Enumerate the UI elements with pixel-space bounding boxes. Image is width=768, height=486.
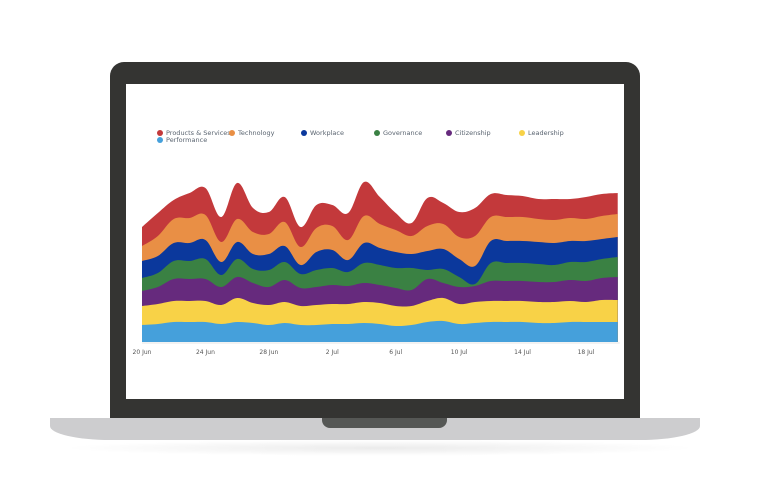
laptop-shadow <box>60 440 700 456</box>
legend-dot-icon <box>446 130 452 136</box>
legend-label: Governance <box>383 129 423 137</box>
x-tick-label: 18 Jul <box>578 349 595 356</box>
x-tick-label: 24 Jun <box>196 349 215 356</box>
area-performance <box>142 320 618 342</box>
x-tick-label: 14 Jul <box>514 349 531 356</box>
x-tick-label: 10 Jul <box>451 349 468 356</box>
legend-item[interactable]: Performance <box>157 136 207 144</box>
x-tick-label: 20 Jun <box>133 349 152 356</box>
legend-dot-icon <box>157 130 163 136</box>
legend-label: Workplace <box>310 129 344 137</box>
legend-item[interactable]: Technology <box>229 129 274 137</box>
legend-dot-icon <box>157 137 163 143</box>
legend-item[interactable]: Workplace <box>301 129 344 137</box>
x-tick-label: 6 Jul <box>389 349 402 356</box>
legend-label: Technology <box>238 129 275 137</box>
legend-dot-icon <box>519 130 525 136</box>
legend-item[interactable]: Leadership <box>519 129 564 137</box>
legend-label: Leadership <box>528 129 564 137</box>
laptop-base <box>50 418 700 440</box>
legend-label: Products & Services <box>166 129 231 137</box>
x-tick-label: 2 Jul <box>326 349 339 356</box>
x-tick-label: 28 Jun <box>259 349 278 356</box>
laptop-notch <box>322 418 447 428</box>
legend-dot-icon <box>301 130 307 136</box>
legend-item[interactable]: Products & Services <box>157 129 231 137</box>
legend-dot-icon <box>229 130 235 136</box>
legend-label: Citizenship <box>455 129 491 137</box>
legend-item[interactable]: Citizenship <box>446 129 491 137</box>
legend-label: Performance <box>166 136 208 144</box>
legend-item[interactable]: Governance <box>374 129 422 137</box>
legend-dot-icon <box>374 130 380 136</box>
